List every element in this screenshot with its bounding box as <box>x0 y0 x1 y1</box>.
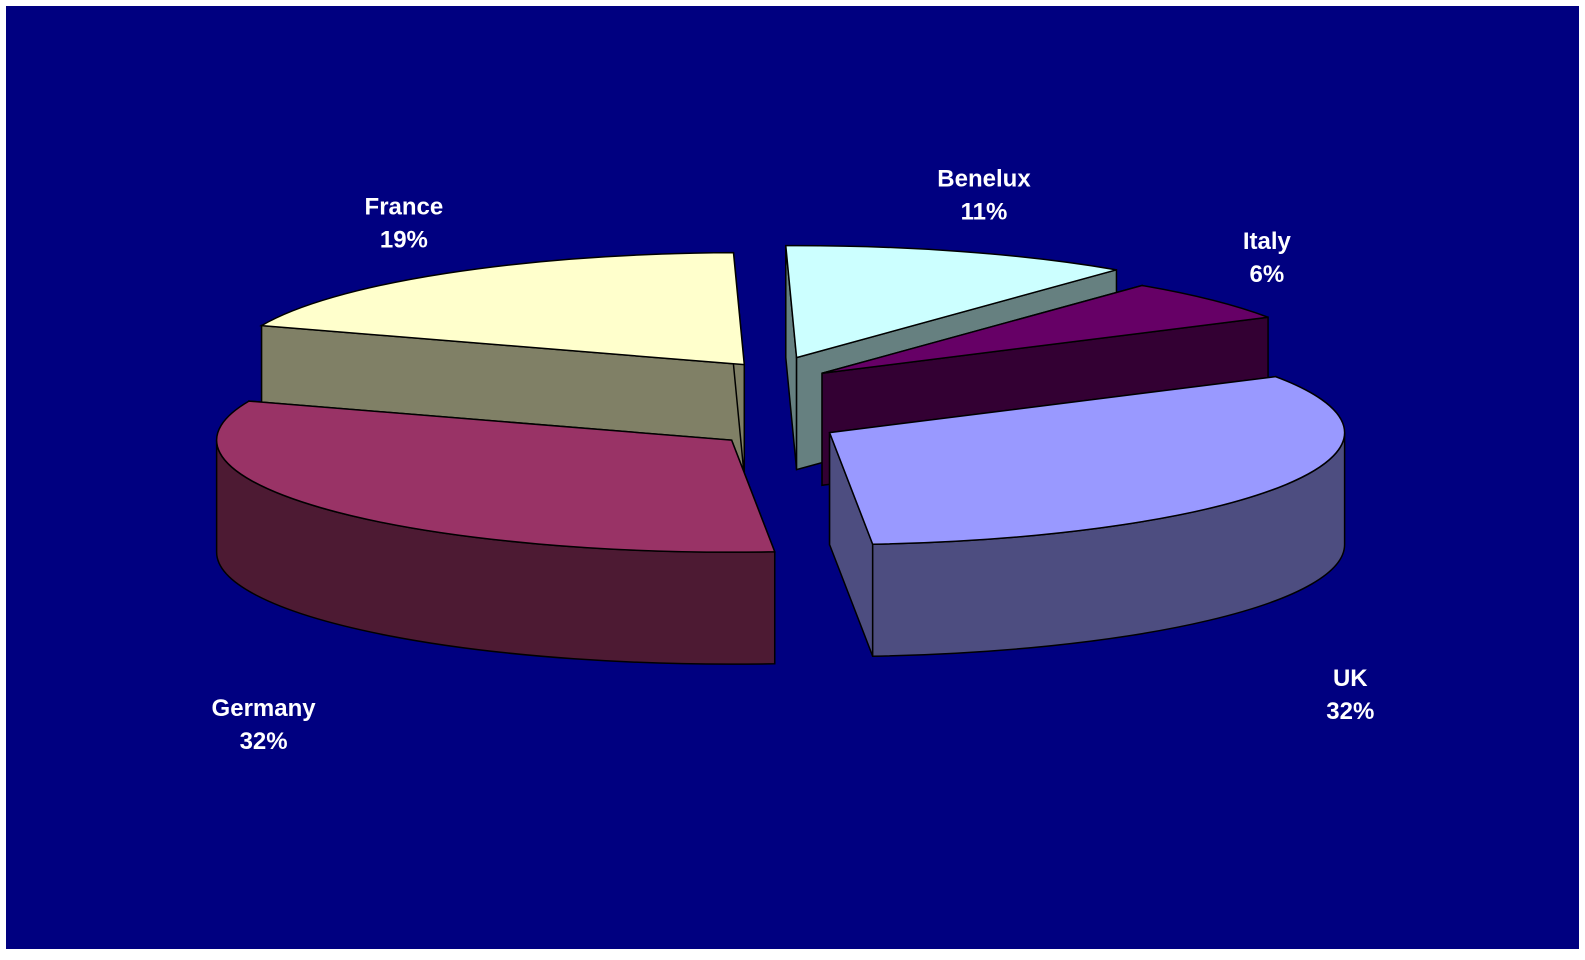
slice-labels: UK 32% Germany 32% France 19% Benelux 11% Italy 6… <box>212 165 1375 755</box>
slice-name: Italy <box>1243 228 1292 255</box>
pie-slice-germany <box>215 400 776 665</box>
slice-percent: 6% <box>1250 261 1285 288</box>
slice-name: UK <box>1333 665 1368 692</box>
slice-top <box>259 251 746 366</box>
slice-percent: 32% <box>240 728 288 755</box>
slice-label-italy: Italy 6% <box>1243 228 1292 288</box>
slice-top <box>215 400 776 553</box>
pie-chart: UK 32% Germany 32% France 19% Benelux 11% Italy 6… <box>212 165 1375 755</box>
plot-area: UK 32% Germany 32% France 19% Benelux 11% Italy 6… <box>6 6 1579 949</box>
slice-percent: 11% <box>961 198 1008 225</box>
slice-label-benelux: Benelux 11% <box>937 165 1031 225</box>
slice-label-france: France 19% <box>365 194 444 254</box>
slice-top <box>828 375 1346 546</box>
pie-slice-uk <box>828 375 1346 658</box>
slice-percent: 19% <box>380 227 428 254</box>
pie-slices <box>215 244 1346 665</box>
slice-percent: 32% <box>1326 698 1374 725</box>
slice-name: Benelux <box>937 165 1031 192</box>
slice-top <box>784 244 1117 359</box>
slice-top <box>821 284 1269 374</box>
slice-label-uk: UK 32% <box>1326 665 1374 725</box>
slice-label-germany: Germany 32% <box>212 695 317 755</box>
slice-name: France <box>365 194 444 221</box>
slice-name: Germany <box>212 695 317 722</box>
